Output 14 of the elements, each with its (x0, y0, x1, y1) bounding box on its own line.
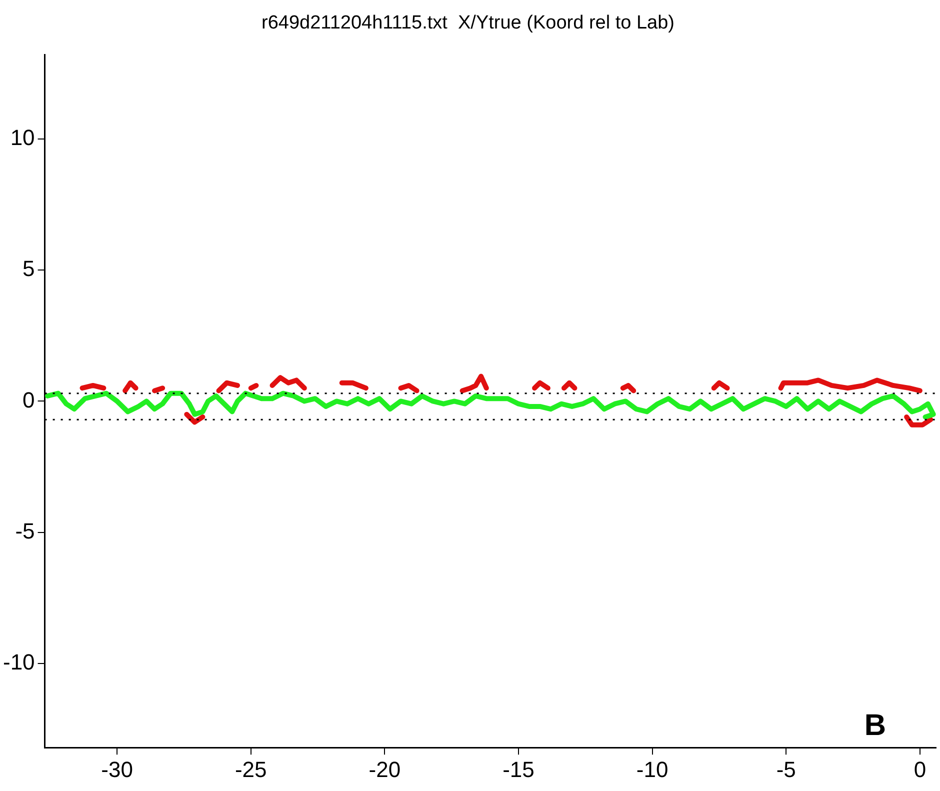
y-tick-label: -5 (15, 518, 35, 544)
y-tick-label: 10 (10, 124, 35, 150)
x-tick-label: 0 (914, 756, 926, 782)
x-tick-label: -10 (636, 756, 668, 782)
y-tick-label: 5 (22, 256, 35, 282)
chart-title: r649d211204h1115.txt X/Ytrue (Koord rel to Lab) (262, 12, 674, 34)
x-tick-label: -25 (234, 756, 267, 782)
y-tick-label: -10 (3, 650, 35, 675)
x-tick-label: -30 (101, 756, 133, 782)
annotation: B (864, 708, 886, 742)
x-tick-label: -5 (776, 756, 796, 782)
y-tick-label: 0 (22, 387, 35, 412)
x-tick-label: -20 (368, 756, 401, 782)
x-tick-label: -15 (502, 756, 534, 782)
